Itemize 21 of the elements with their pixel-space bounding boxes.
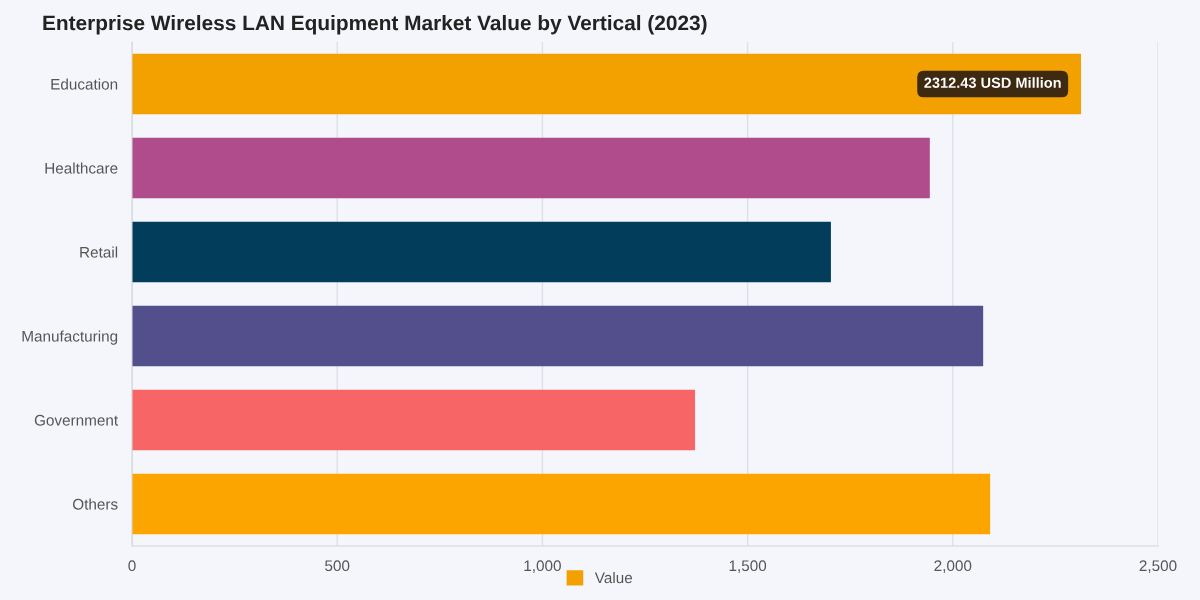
y-tick-label: Healthcare	[45, 162, 118, 174]
bar	[132, 473, 991, 535]
x-tick-label: 1,000	[524, 560, 561, 573]
x-tick-label: 2,000	[934, 560, 972, 573]
bar	[132, 389, 696, 451]
bar	[132, 137, 930, 199]
x-tick-label: 0	[128, 560, 136, 572]
x-tick-label: 2,500	[1139, 560, 1177, 573]
bar	[132, 53, 1082, 115]
data-label: 2312.43 USD Million	[924, 77, 1061, 88]
x-tick-label: 500	[325, 560, 350, 572]
y-tick-label: Government	[34, 414, 118, 426]
bar	[132, 305, 984, 367]
y-tick-label: Others	[72, 498, 118, 510]
bar	[132, 221, 831, 283]
y-tick-label: Manufacturing	[22, 330, 118, 345]
x-tick-label: 1,500	[729, 560, 767, 573]
legend-label: Value	[594, 572, 633, 584]
chart-title: Enterprise Wireless LAN Equipment Market Value by Vertical (2023)	[43, 15, 707, 35]
y-tick-label: Retail	[80, 246, 118, 258]
y-tick-label: Education	[51, 78, 118, 90]
